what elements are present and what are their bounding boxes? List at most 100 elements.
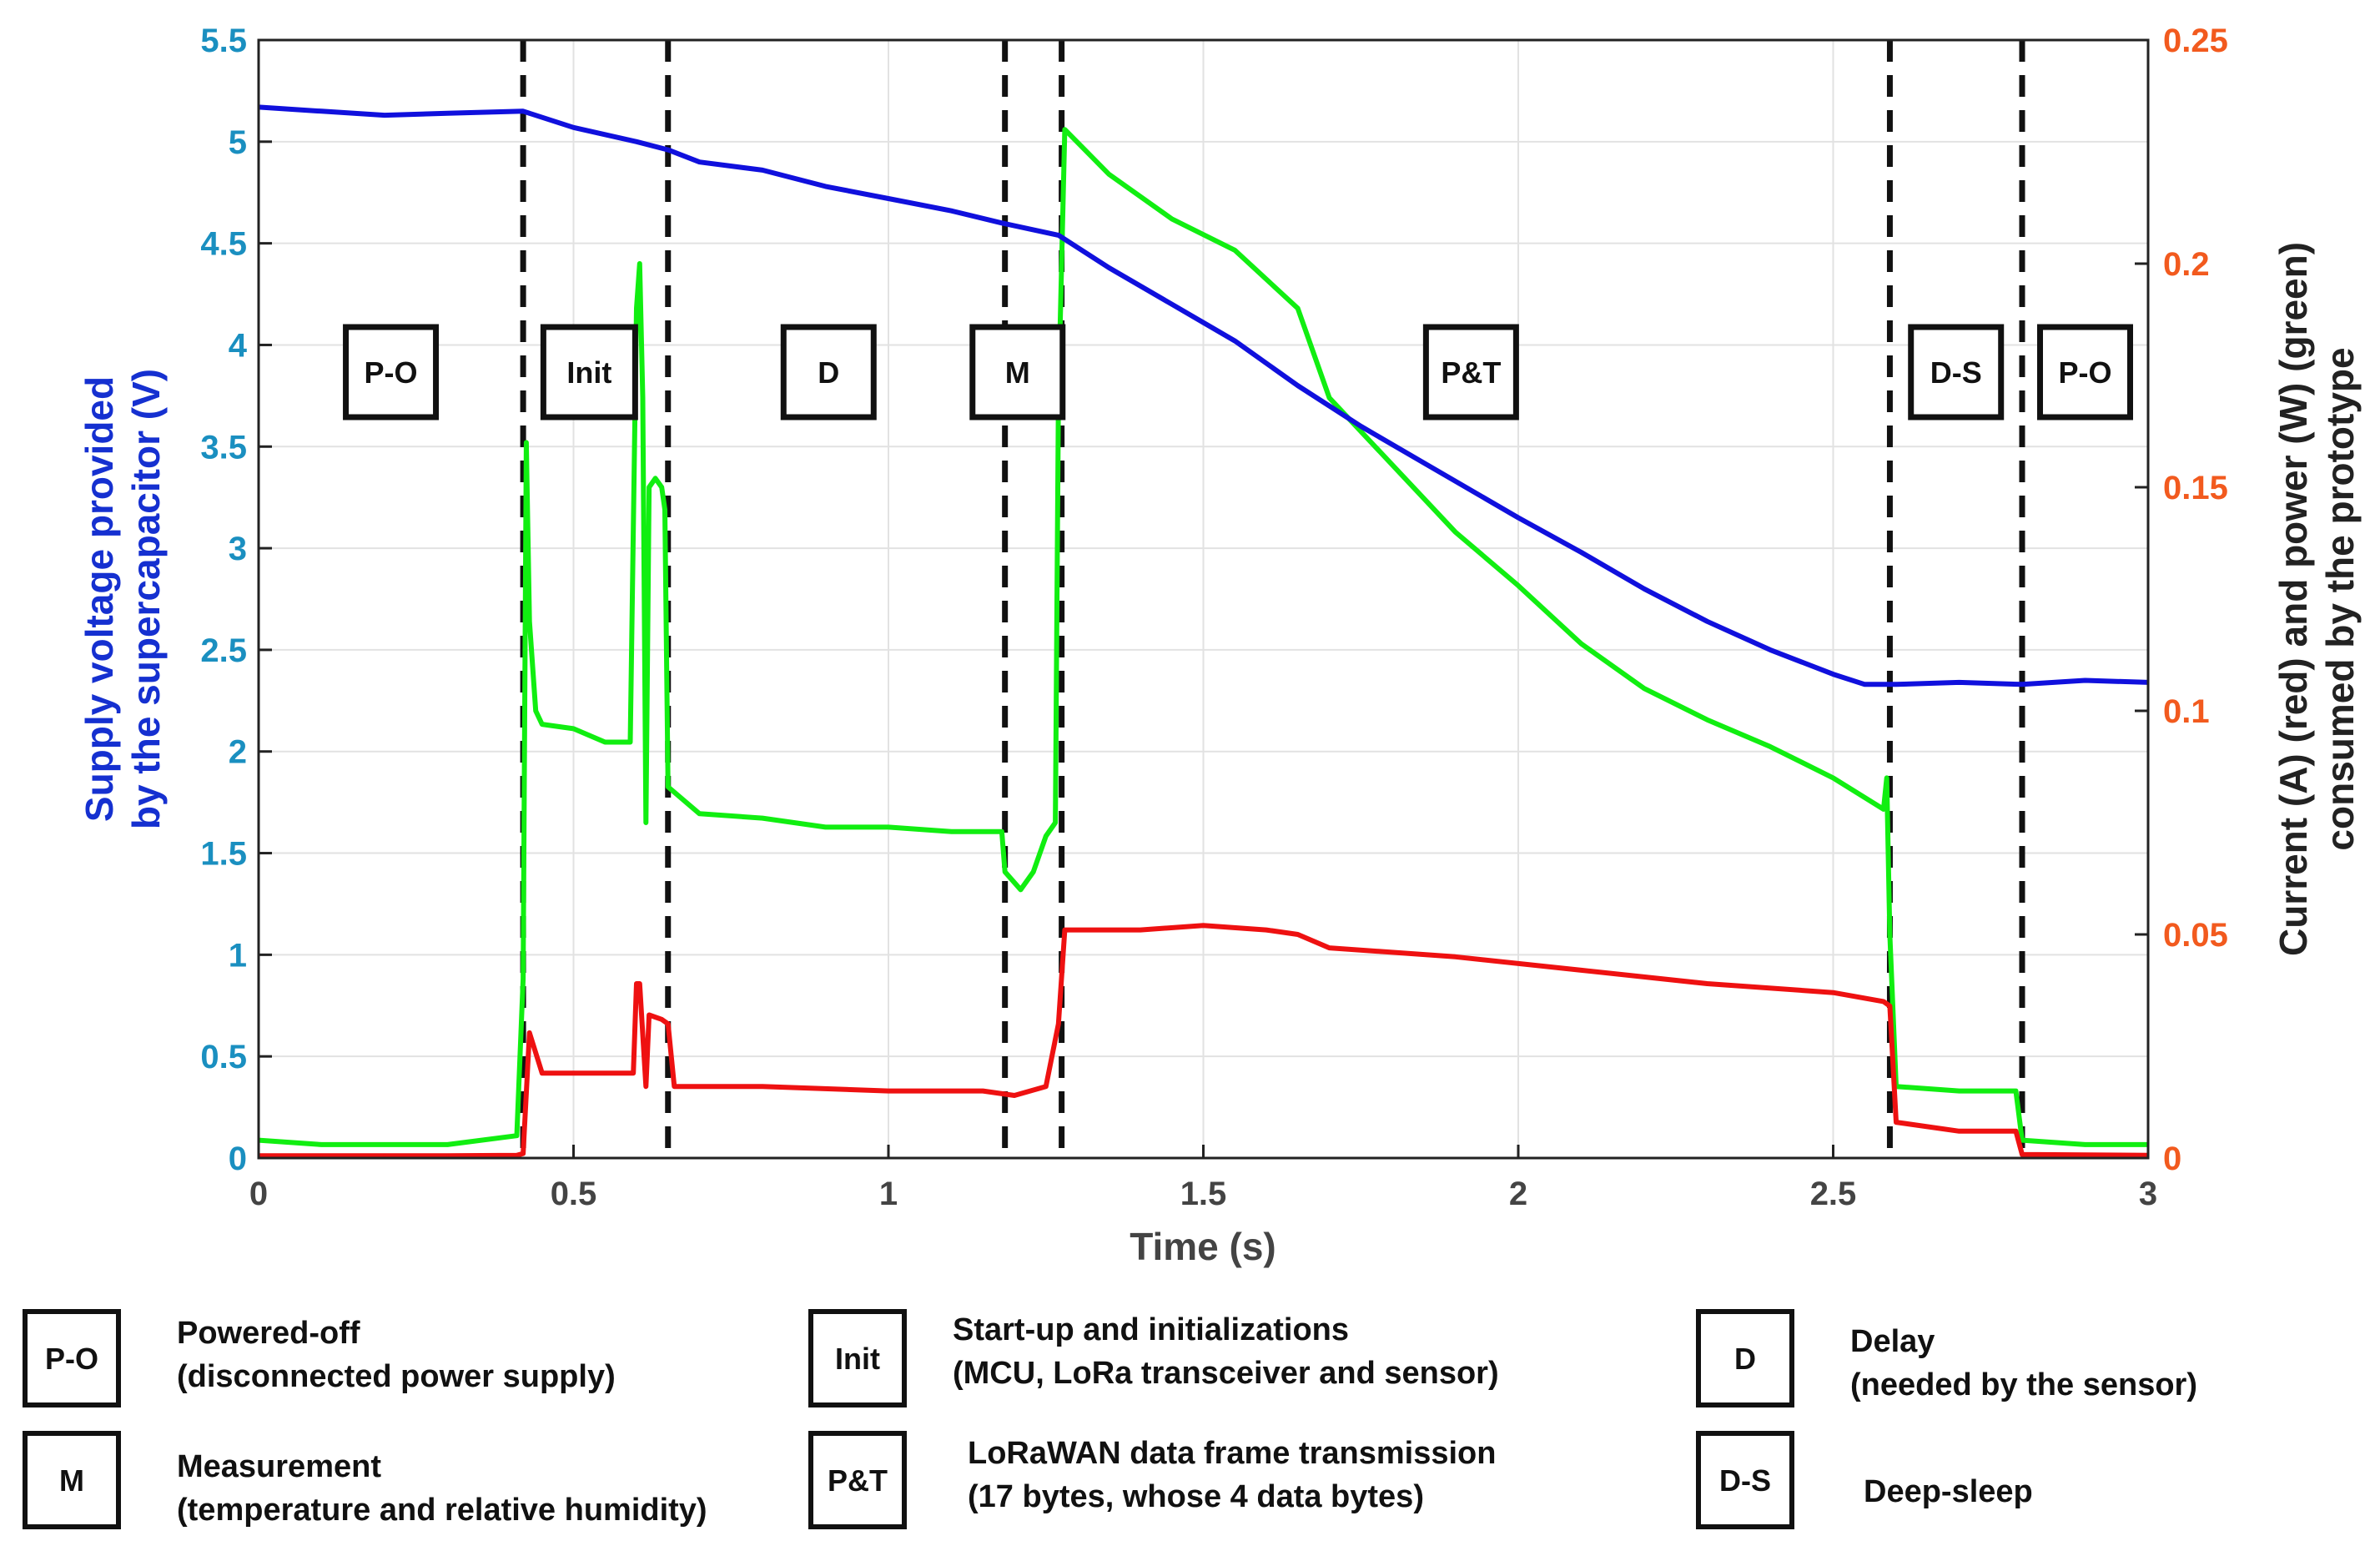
phase-label-frame (2037, 324, 2133, 420)
series-point (603, 741, 606, 743)
phase-label-text: D-S (1930, 355, 1982, 390)
series-point (981, 1090, 984, 1093)
y-left-tick-label: 3.5 (200, 429, 247, 466)
series-point (1233, 340, 1236, 343)
phase-label-frame (1422, 324, 1519, 420)
series-point (528, 1031, 531, 1035)
legend-line-po-1: Powered-off (177, 1316, 360, 1351)
series-point (950, 209, 953, 213)
series-point (1054, 821, 1057, 824)
series-point (950, 830, 953, 833)
legend-line-init-1: Start-up and initializations (953, 1312, 1349, 1347)
series-point (1170, 217, 1174, 220)
series-point (642, 396, 644, 400)
series-point (446, 1154, 449, 1157)
phase-label-text: P-O (2058, 355, 2111, 390)
series-point (534, 709, 537, 713)
series-point (635, 982, 638, 985)
series-point (660, 1018, 663, 1021)
series-point (638, 982, 642, 985)
series-point (1328, 946, 1331, 949)
series-point (1057, 1022, 1060, 1025)
series-point (1233, 249, 1236, 252)
series-point (644, 821, 647, 824)
phase-label-text: D (818, 355, 839, 390)
legend-line-po-2: (disconnected power supply) (177, 1359, 616, 1394)
legend-item-m: M Measurement (temperature and relative … (23, 1431, 707, 1529)
y-right-tick-label: 0.1 (2163, 693, 2210, 730)
series-point (1894, 682, 1898, 686)
series-point (525, 441, 528, 444)
series-point (887, 825, 890, 828)
series-point (1832, 991, 1834, 995)
series-point (528, 620, 531, 623)
series-point (1958, 1130, 1960, 1133)
legend: P-O Powered-off (disconnected power supp… (23, 1309, 2197, 1529)
y-right-title: Current (A) (red) and power (W) (green) … (2272, 242, 2362, 956)
phase-label-box: M (969, 324, 1066, 420)
legend-box-m (23, 1431, 121, 1529)
series-point (572, 1071, 575, 1075)
series-point (667, 149, 670, 152)
series-point (635, 140, 638, 144)
series-point (1882, 1000, 1885, 1003)
series-point (1170, 303, 1174, 306)
series-point (1202, 924, 1205, 927)
legend-item-pt: P&T LoRaWAN data frame transmission (17 … (808, 1431, 1496, 1529)
series-point (663, 508, 667, 511)
phase-labels: P-O Init D M P&T D-S P-O (343, 324, 2133, 420)
legend-box-ds (1696, 1431, 1794, 1529)
series-point (1885, 776, 1889, 779)
series-point (667, 1022, 670, 1025)
series-point (1107, 266, 1110, 269)
series-point (320, 1143, 323, 1146)
series-point (1769, 648, 1772, 652)
phase-label-text: P-O (365, 355, 418, 390)
y-left-tick-label: 3 (229, 531, 247, 567)
series-point (1706, 620, 1708, 623)
series-point (383, 1143, 386, 1146)
y-left-title: Supply voltage provided by the supercapa… (78, 369, 168, 829)
y-left-tick-label: 1.5 (200, 836, 247, 873)
series-point (2020, 682, 2024, 686)
phase-label-box: Init (540, 324, 638, 420)
phase-label-box: P-O (2037, 324, 2133, 420)
series-point (629, 741, 631, 743)
series-point (572, 727, 575, 730)
series-point (1832, 776, 1834, 779)
series-point (654, 476, 657, 480)
legend-abbr-init: Init (835, 1342, 880, 1376)
x-axis-title: Time (s) (1130, 1225, 1276, 1268)
y-left-tick-label: 5 (229, 124, 247, 161)
series-point (1000, 221, 1004, 224)
series-point (1044, 1085, 1048, 1088)
phase-label-text: P&T (1441, 355, 1501, 390)
series-point (667, 785, 670, 788)
series-point (603, 1071, 606, 1075)
series-point (516, 1154, 518, 1157)
x-tick-label: 1 (879, 1176, 898, 1212)
series-point (1888, 1005, 1891, 1008)
series-point (2084, 1153, 2086, 1156)
series-point (2084, 679, 2086, 682)
series-point (1044, 834, 1048, 838)
series-point (1832, 672, 1834, 676)
series-point (761, 817, 764, 820)
series-group (257, 104, 2150, 1159)
series-point (2084, 1143, 2086, 1146)
series-point (1422, 461, 1426, 465)
series-point (698, 812, 701, 815)
phase-label-frame (780, 324, 877, 420)
series-point (887, 197, 890, 200)
series-point (521, 978, 525, 981)
y-left-title-line-2: by the supercapacitor (V) (124, 369, 168, 829)
phase-label-box: P-O (343, 324, 440, 420)
y-right-title-line-1: Current (A) (red) and power (W) (green) (2272, 242, 2315, 956)
legend-line-d-1: Delay (1850, 1324, 1935, 1359)
series-point (516, 1134, 518, 1137)
y-left-tick-label: 4.5 (200, 226, 247, 263)
legend-line-init-2: (MCU, LoRa transceiver and sensor) (953, 1356, 1499, 1391)
series-point (1863, 682, 1866, 686)
y-right-tick-label: 0.15 (2163, 470, 2228, 506)
series-point (2020, 1153, 2024, 1156)
